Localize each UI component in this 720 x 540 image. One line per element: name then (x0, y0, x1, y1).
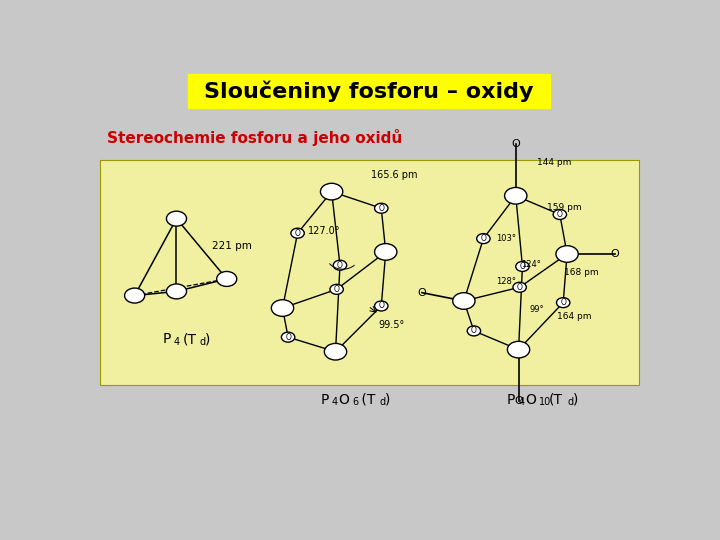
Text: 99.5°: 99.5° (378, 320, 405, 330)
Text: Stereochemie fosforu a jeho oxidů: Stereochemie fosforu a jeho oxidů (107, 129, 402, 146)
Text: ): ) (205, 332, 210, 346)
Circle shape (320, 183, 343, 200)
Text: 164 pm: 164 pm (557, 312, 592, 321)
Text: 6: 6 (352, 397, 358, 407)
Circle shape (557, 298, 570, 308)
Text: 127.0°: 127.0° (308, 226, 341, 236)
Text: 159 pm: 159 pm (547, 202, 582, 212)
Circle shape (553, 210, 567, 219)
Text: O: O (337, 261, 343, 269)
Text: O: O (514, 396, 523, 406)
Circle shape (282, 332, 294, 342)
Circle shape (467, 326, 481, 336)
Text: (T: (T (549, 393, 563, 407)
Text: d: d (379, 397, 385, 407)
Text: 10: 10 (539, 397, 551, 407)
Text: 4: 4 (331, 397, 338, 407)
Text: O: O (520, 262, 526, 271)
Circle shape (374, 244, 397, 260)
FancyBboxPatch shape (100, 160, 639, 385)
Text: P: P (162, 332, 171, 346)
Text: 4: 4 (174, 337, 179, 347)
Circle shape (477, 234, 490, 244)
Text: P: P (507, 393, 516, 407)
Circle shape (217, 272, 237, 286)
Text: O: O (560, 298, 566, 307)
Text: O: O (418, 288, 426, 298)
Text: 4: 4 (518, 397, 524, 407)
Circle shape (508, 341, 530, 358)
Text: Sloučeniny fosforu – oxidy: Sloučeniny fosforu – oxidy (204, 80, 534, 102)
Text: O: O (526, 393, 536, 407)
Text: O: O (333, 285, 340, 294)
Circle shape (291, 228, 305, 238)
FancyBboxPatch shape (188, 75, 550, 109)
Text: O: O (338, 393, 349, 407)
Text: O: O (285, 333, 291, 342)
Text: d: d (199, 337, 205, 347)
Text: 165.6 pm: 165.6 pm (371, 170, 418, 180)
Text: O: O (511, 139, 520, 149)
Circle shape (374, 203, 388, 213)
Circle shape (324, 343, 347, 360)
Text: O: O (557, 210, 563, 219)
Circle shape (513, 282, 526, 292)
Circle shape (166, 284, 186, 299)
Circle shape (330, 285, 343, 294)
Circle shape (516, 261, 529, 272)
Text: O: O (294, 229, 300, 238)
Text: O: O (517, 283, 523, 292)
Text: O: O (378, 301, 384, 310)
Text: O: O (471, 326, 477, 335)
Text: 144 pm: 144 pm (537, 158, 572, 167)
Text: ): ) (573, 393, 579, 407)
Text: (T: (T (357, 393, 375, 407)
Circle shape (374, 301, 388, 311)
Circle shape (453, 293, 475, 309)
Text: 128°: 128° (495, 278, 516, 286)
Text: 221 pm: 221 pm (212, 241, 252, 251)
Text: ): ) (385, 393, 391, 407)
Text: O: O (610, 249, 619, 259)
Text: 103°: 103° (495, 234, 516, 242)
Text: (T: (T (183, 332, 197, 346)
Text: P: P (320, 393, 328, 407)
Circle shape (505, 187, 527, 204)
Text: O: O (378, 204, 384, 213)
Circle shape (271, 300, 294, 316)
Circle shape (556, 246, 578, 262)
Circle shape (166, 211, 186, 226)
Circle shape (333, 260, 347, 270)
Text: 124°: 124° (521, 260, 541, 269)
Text: 168 pm: 168 pm (564, 268, 598, 277)
Text: O: O (480, 234, 486, 243)
Circle shape (125, 288, 145, 303)
Text: 99°: 99° (529, 305, 544, 314)
Text: d: d (567, 397, 574, 407)
